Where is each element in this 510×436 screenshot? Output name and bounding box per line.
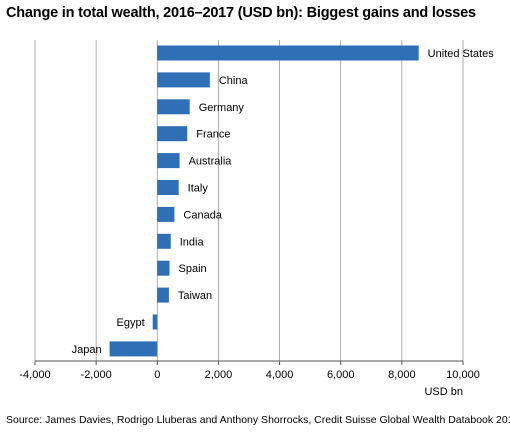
chart-title: Change in total wealth, 2016–2017 (USD b…	[6, 5, 476, 21]
bar-taiwan	[157, 287, 169, 303]
bar-egypt	[152, 314, 158, 330]
bar-france	[157, 126, 188, 142]
x-tick-label: 0	[154, 369, 160, 381]
category-label: Italy	[188, 183, 209, 195]
x-tick-label: 2,000	[205, 369, 233, 381]
bar-spain	[157, 260, 170, 276]
x-axis-title: USD bn	[424, 386, 463, 398]
bar-china	[157, 72, 210, 88]
bar-australia	[157, 153, 180, 169]
x-tick-label: 4,000	[266, 369, 294, 381]
category-label: China	[219, 75, 249, 87]
source-note: Source: James Davies, Rodrigo Lluberas a…	[6, 414, 510, 426]
x-tick-label: 8,000	[388, 369, 416, 381]
bar-canada	[157, 206, 175, 222]
category-label: Germany	[199, 102, 245, 114]
category-label: United States	[428, 48, 495, 60]
category-label: France	[196, 129, 230, 141]
x-tick-label: 10,000	[446, 369, 480, 381]
bar-germany	[157, 99, 190, 115]
category-label: Australia	[189, 156, 233, 168]
bar-india	[157, 233, 171, 249]
category-label: Japan	[72, 344, 102, 356]
category-label: India	[180, 236, 205, 248]
bar-japan	[109, 341, 158, 357]
bar-united-states	[157, 45, 419, 61]
x-tick-label: -2,000	[81, 369, 112, 381]
category-label: Taiwan	[178, 290, 212, 302]
bar-italy	[157, 180, 179, 195]
category-label: Egypt	[117, 317, 145, 329]
x-tick-label: -4,000	[19, 369, 50, 381]
category-label: Spain	[179, 263, 207, 275]
x-tick-label: 6,000	[327, 369, 355, 381]
category-label: Canada	[183, 209, 222, 221]
